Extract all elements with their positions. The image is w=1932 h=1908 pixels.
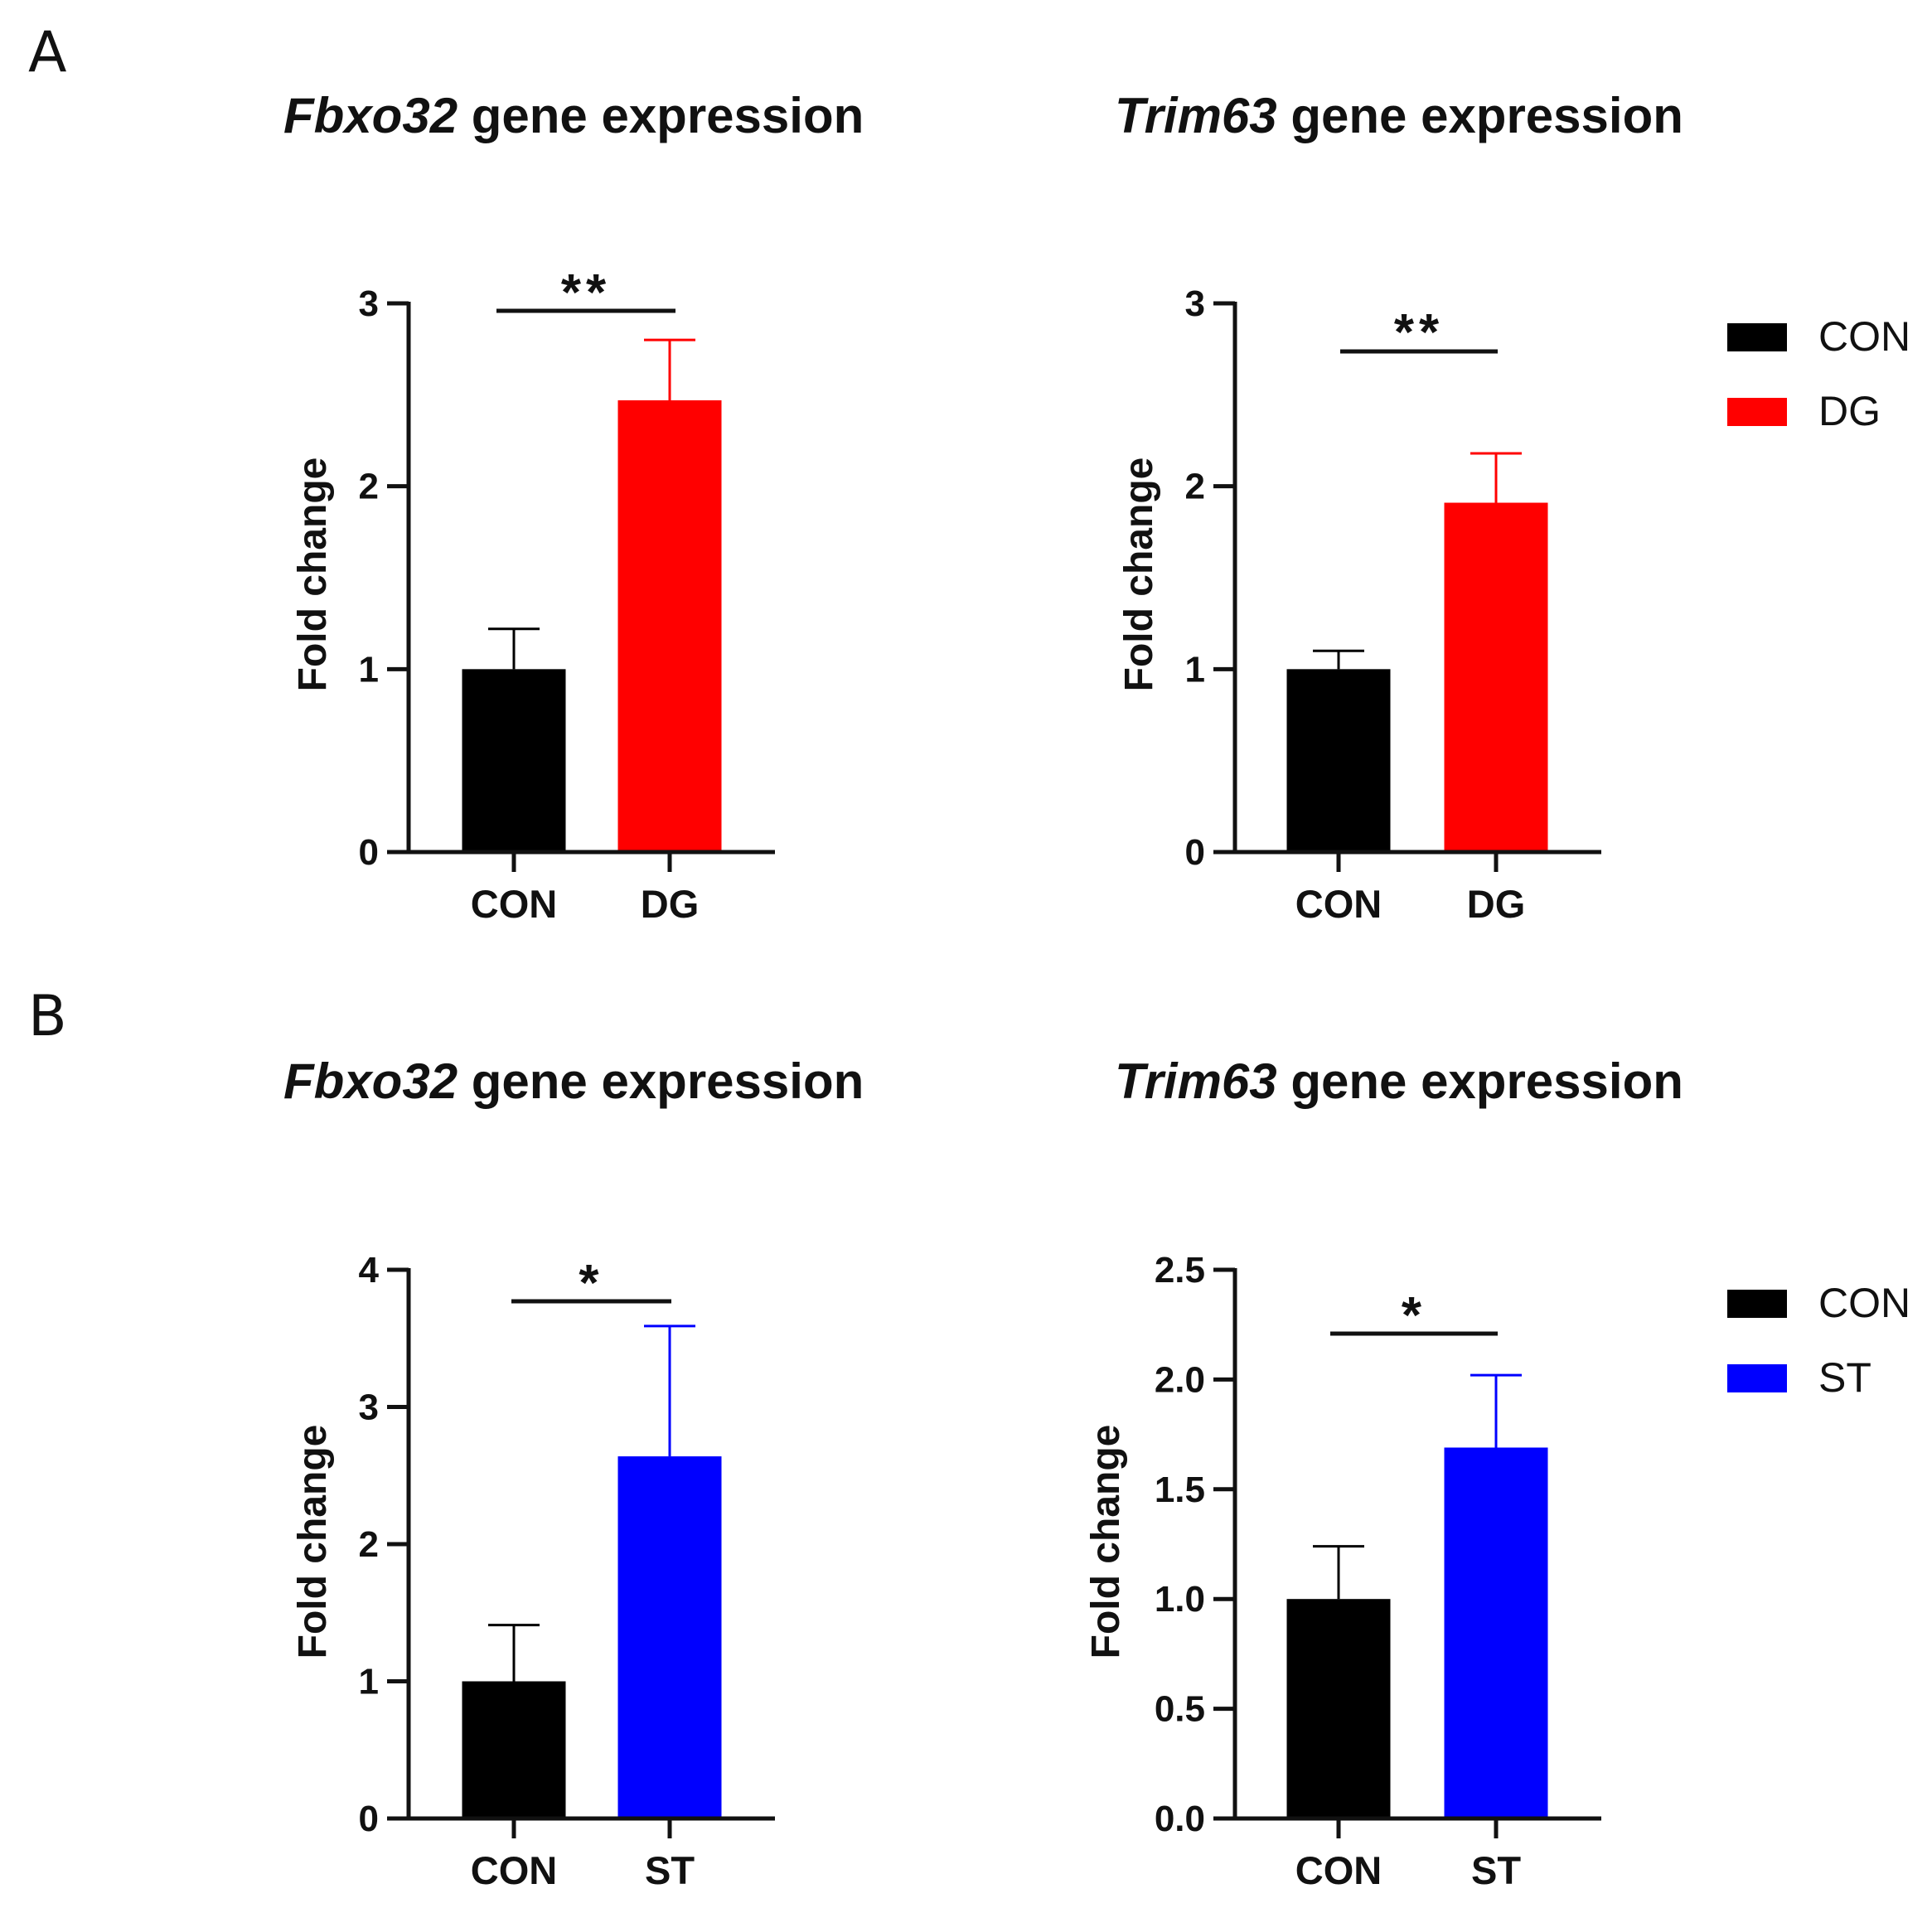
chart-title: Trim63 gene expression: [1115, 1053, 1683, 1109]
y-tick-label: 4: [359, 1250, 380, 1291]
bar-con: [462, 669, 566, 852]
panel-letter-b: B: [28, 984, 67, 1049]
chart-title-gene: Fbxo32: [283, 88, 458, 143]
bar-con: [1286, 1599, 1391, 1818]
y-axis-label: Fold change: [291, 458, 335, 692]
chart-title-gene: Fbxo32: [283, 1053, 458, 1109]
significance-label: **: [1394, 304, 1444, 361]
legend-dg: CON DG: [1727, 313, 1910, 434]
y-tick-label: 2: [1185, 467, 1205, 507]
y-tick-label: 2.5: [1155, 1250, 1205, 1291]
chart-title-rest: gene expression: [458, 1053, 864, 1109]
y-tick-label: 2.0: [1155, 1359, 1205, 1400]
chart-trim63-dg: Trim63 gene expression Fold change 0 1 2 3 CON…: [1115, 88, 1683, 926]
legend-label-con: CON: [1818, 1280, 1910, 1326]
y-tick-label: 1: [359, 649, 379, 690]
chart-title: Trim63 gene expression: [1115, 88, 1683, 143]
legend-swatch-con: [1727, 323, 1787, 351]
y-tick-label: 3: [359, 1387, 379, 1428]
x-tick-label: CON: [471, 1848, 557, 1892]
legend-swatch-con: [1727, 1290, 1787, 1318]
y-axis-label: Fold change: [291, 1425, 335, 1659]
x-tick-label: CON: [471, 882, 557, 926]
legend-st: CON ST: [1727, 1280, 1910, 1401]
chart-title: Fbxo32 gene expression: [283, 88, 864, 143]
chart-title-rest: gene expression: [1277, 1053, 1683, 1109]
bar-con: [1286, 669, 1391, 852]
chart-title-rest: gene expression: [458, 88, 864, 143]
legend-swatch-st: [1727, 1364, 1787, 1392]
x-tick-label: DG: [1467, 882, 1526, 926]
chart-title-gene: Trim63: [1115, 88, 1277, 143]
chart-title-rest: gene expression: [1277, 88, 1683, 143]
x-tick-label: DG: [641, 882, 700, 926]
bar-dg: [1444, 502, 1548, 852]
chart-trim63-st: Trim63 gene expression Fold change 0.0 0.5 1…: [1084, 1053, 1683, 1892]
legend-label-con: CON: [1818, 313, 1910, 360]
y-tick-label: 0: [359, 832, 379, 873]
y-tick-label: 2: [359, 467, 379, 507]
legend-swatch-dg: [1727, 398, 1787, 426]
y-axis-label: Fold change: [1117, 458, 1161, 692]
y-tick-label: 0.0: [1155, 1799, 1205, 1839]
y-tick-label: 0: [359, 1799, 379, 1839]
y-tick-label: 1.5: [1155, 1470, 1205, 1510]
chart-fbxo32-dg: Fbxo32 gene expression Fold change 0 1 2 3 CON…: [283, 88, 864, 926]
bar-con: [462, 1681, 566, 1818]
bar-st: [1444, 1447, 1548, 1818]
panel-letter-a: A: [28, 20, 67, 85]
significance-label: *: [579, 1255, 603, 1312]
chart-title: Fbxo32 gene expression: [283, 1053, 864, 1109]
chart-title-gene: Trim63: [1115, 1053, 1277, 1109]
y-tick-label: 1: [1185, 649, 1205, 690]
bar-st: [617, 1456, 722, 1818]
x-tick-label: ST: [645, 1848, 695, 1892]
legend-label-st: ST: [1818, 1354, 1871, 1401]
y-tick-label: 0.5: [1155, 1689, 1205, 1730]
bar-dg: [617, 400, 722, 852]
legend-label-dg: DG: [1818, 388, 1881, 434]
y-tick-label: 2: [359, 1524, 379, 1565]
y-tick-label: 1: [359, 1662, 379, 1702]
y-tick-label: 0: [1185, 832, 1205, 873]
x-tick-label: CON: [1295, 882, 1382, 926]
y-tick-label: 3: [1185, 283, 1205, 324]
chart-fbxo32-st: Fbxo32 gene expression Fold change 0 1 2 3 4 CO…: [283, 1053, 864, 1892]
y-tick-label: 1.0: [1155, 1579, 1205, 1620]
significance-label: *: [1402, 1287, 1426, 1344]
x-tick-label: ST: [1471, 1848, 1521, 1892]
y-axis-label: Fold change: [1084, 1425, 1128, 1659]
x-tick-label: CON: [1295, 1848, 1382, 1892]
y-tick-label: 3: [359, 283, 379, 324]
significance-label: **: [561, 264, 611, 322]
